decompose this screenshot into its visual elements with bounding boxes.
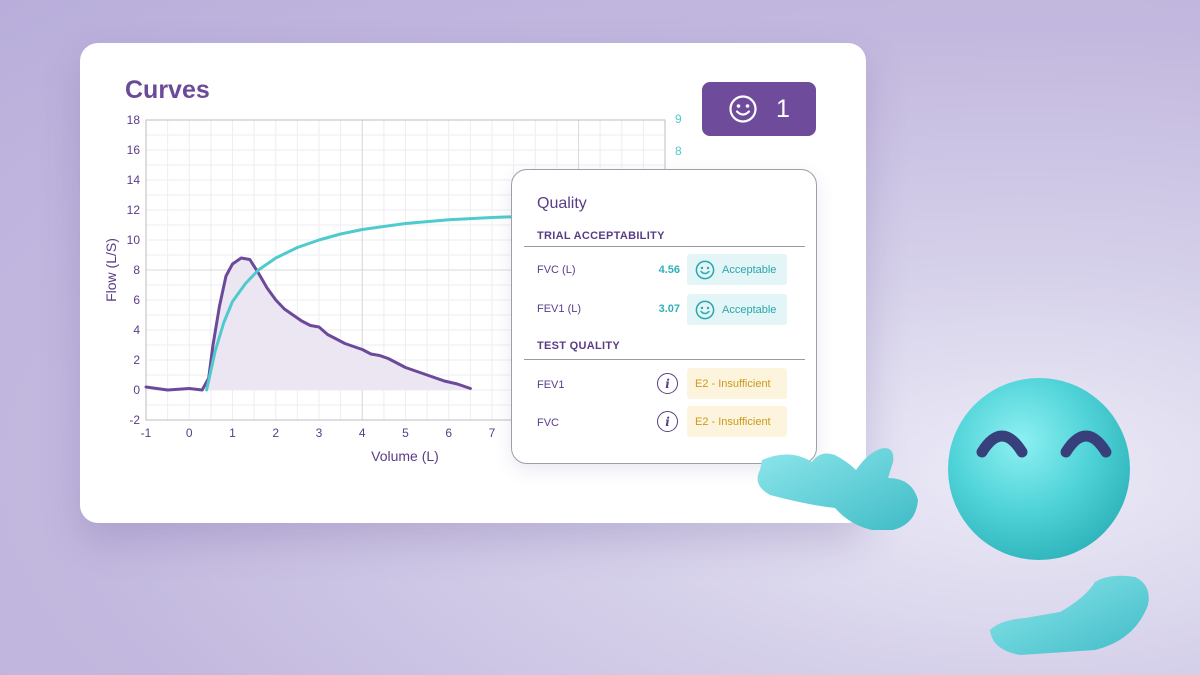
fev1-test-status-text: E2 - Insufficient [695,377,771,390]
x-tick-label: 4 [359,426,366,440]
smiley-icon [729,95,757,123]
x-axis-label: Volume (L) [371,448,439,464]
info-icon[interactable]: i [657,373,678,394]
x-tick-label: 7 [489,426,496,440]
y-tick-label: 8 [133,263,140,277]
y2-tick-label: 8 [675,144,682,158]
y-tick-label: 2 [133,353,140,367]
section-divider [524,246,805,247]
fvc-test-label: FVC [537,417,559,429]
x-tick-label: -1 [141,426,152,440]
y-tick-label: 4 [133,323,140,337]
test-quality-heading: TEST QUALITY [537,340,621,352]
x-tick-label: 3 [316,426,323,440]
y-tick-label: 10 [127,233,141,247]
x-tick-label: 0 [186,426,193,440]
fvc-label: FVC (L) [537,264,576,276]
page-title: Curves [125,76,210,104]
fvc-insufficient-badge: E2 - Insufficient [687,406,787,437]
fev1-value: 3.07 [658,303,680,315]
y-axis-label: Flow (L/S) [103,238,119,302]
fev1-insufficient-badge: E2 - Insufficient [687,368,787,399]
flow-area-fill [208,258,471,390]
x-tick-label: 2 [272,426,279,440]
fvc-status-badge: Acceptable [687,254,787,285]
trial-acceptability-heading: TRIAL ACCEPTABILITY [537,230,665,242]
info-icon[interactable]: i [657,411,678,432]
quality-panel: Quality TRIAL ACCEPTABILITY FVC (L) 4.56… [511,169,817,464]
smiley-icon [695,300,715,319]
y-tick-label: 12 [127,203,141,217]
fvc-status-text: Acceptable [722,263,777,276]
x-tick-label: 6 [445,426,452,440]
y-tick-label: -2 [129,413,140,427]
x-tick-label: 5 [402,426,409,440]
flow-volume-series-line [144,256,472,392]
y-tick-label: 6 [133,293,140,307]
score-value: 1 [776,94,790,123]
fvc-test-status-text: E2 - Insufficient [695,415,771,428]
fev1-test-label: FEV1 [537,379,565,391]
y-tick-label: 14 [127,173,141,187]
fev1-status-badge: Acceptable [687,294,787,325]
fev1-status-text: Acceptable [722,303,777,316]
y2-tick-label: 9 [675,112,682,126]
fvc-value: 4.56 [658,264,680,276]
y-tick-label: 16 [127,143,141,157]
section-divider [524,359,805,360]
x-tick-label: 1 [229,426,236,440]
quality-title: Quality [537,195,587,212]
fev1-label: FEV1 (L) [537,303,582,315]
y-tick-label: 18 [127,113,141,127]
score-badge[interactable]: 1 [702,82,816,136]
smiley-icon [695,260,715,279]
y-tick-label: 0 [133,383,140,397]
